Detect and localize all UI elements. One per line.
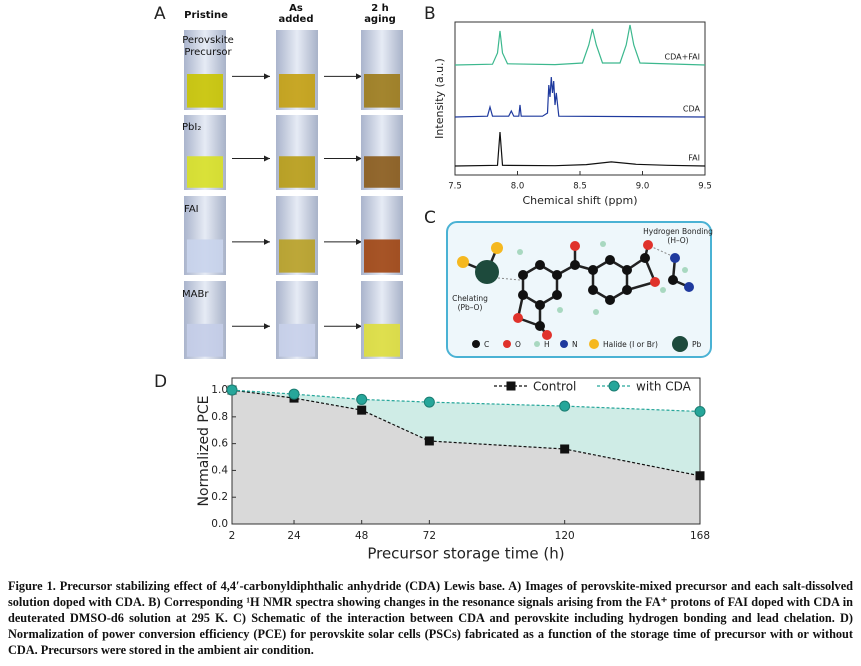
vial-liquid [187,74,223,108]
x-tick-label: 2 [229,530,236,542]
vial-liquid [279,323,315,357]
legend: C O H N Halide (I or Br) Pb [472,336,702,352]
panel-label: A [154,4,166,24]
legend-label: O [515,340,521,349]
marker [424,436,434,446]
vial-liquid [279,156,315,188]
annotation: Hydrogen Bonding [643,227,713,236]
row-label: FAI [184,204,199,215]
vial-liquid [364,156,400,188]
legend-label: Control [533,380,576,394]
x-tick-label: 120 [555,530,575,542]
x-tick-label: 9.5 [698,182,712,192]
legend-label: with CDA [636,380,692,394]
annotation: (H–O) [667,236,688,245]
x-tick-label: 48 [355,530,368,542]
marker [423,396,435,408]
x-tick-label: 8.0 [511,182,525,192]
marker [226,384,238,396]
row-label: MABr [182,289,209,300]
series-label: FAI [688,154,700,163]
row-label: PbI₂ [182,122,202,133]
arrow-head [356,73,362,80]
legend-label: Pb [692,340,702,349]
legend-label: H [544,340,550,349]
y-tick-label: 0.8 [211,411,228,423]
vial-liquid [364,239,400,273]
arrow-head [264,323,270,330]
plot-frame [454,21,706,176]
line [231,389,701,477]
y-tick-label: 0.2 [211,491,228,503]
figure-graphics: A B C D [154,4,713,563]
vial-liquid [187,323,223,357]
column-heading: As added [278,3,314,25]
arrow-head [356,323,362,330]
schematic: Hydrogen Bonding (H–O) Chelating (Pb–O) … [446,221,713,358]
y-tick-label: 1.0 [211,384,228,396]
legend-label: C [484,340,489,349]
vial-liquid [187,239,223,273]
panel-label: C [424,208,436,228]
marker [694,405,706,417]
plot-frame [231,377,701,525]
atoms [457,240,694,340]
marker [357,405,367,415]
hydrogen-bond [649,245,673,257]
line [231,389,701,413]
spectrum-line [454,76,706,118]
legend-label: N [572,340,578,349]
marker [559,400,571,412]
panel-label: D [154,372,167,392]
x-tick-label: 168 [690,530,710,542]
marker [356,393,368,405]
spectrum-line [454,131,706,167]
panel-label: B [424,4,436,24]
legend-marker [608,380,620,392]
y-tick-label: 0.0 [211,518,228,530]
x-axis-label: Chemical shift (ppm) [522,194,637,207]
spectrum-line [454,24,706,66]
x-tick-label: 8.5 [573,182,587,192]
vial-liquid [364,323,400,357]
x-tick-label: 7.5 [448,182,462,192]
y-axis-label: Intensity (a.u.) [433,58,446,139]
legend-marker [506,381,516,391]
arrow-head [356,155,362,162]
column-heading: Pristine [184,10,228,21]
y-axis-label: Normalized PCE [196,396,212,507]
arrow-head [264,155,270,162]
plot-area [232,390,700,524]
marker [695,471,705,481]
row-label: Perovskite Precursor [182,35,234,58]
series-label: CDA [683,105,701,114]
x-tick-label: 9.0 [636,182,650,192]
vial-liquid [279,74,315,108]
series-label: CDA+FAI [665,53,700,62]
marker [288,388,300,400]
y-tick-label: 0.6 [211,438,228,450]
x-tick-label: 72 [423,530,436,542]
annotation: (Pb–O) [458,303,483,312]
arrow-head [356,238,362,245]
annotation: Chelating [452,294,488,303]
arrow-head [264,238,270,245]
y-tick-label: 0.4 [211,464,228,476]
legend-label: Halide (I or Br) [603,340,658,349]
arrow-head [264,73,270,80]
vial-liquid [279,239,315,273]
area [232,390,700,524]
figure-caption: Figure 1. Precursor stabilizing effect o… [8,579,853,657]
x-tick-label: 24 [287,530,301,542]
marker [560,444,570,454]
column-heading: 2 h aging [364,3,396,25]
vial-liquid [364,74,400,108]
x-axis-label: Precursor storage time (h) [367,545,564,563]
vial-liquid [187,156,223,188]
